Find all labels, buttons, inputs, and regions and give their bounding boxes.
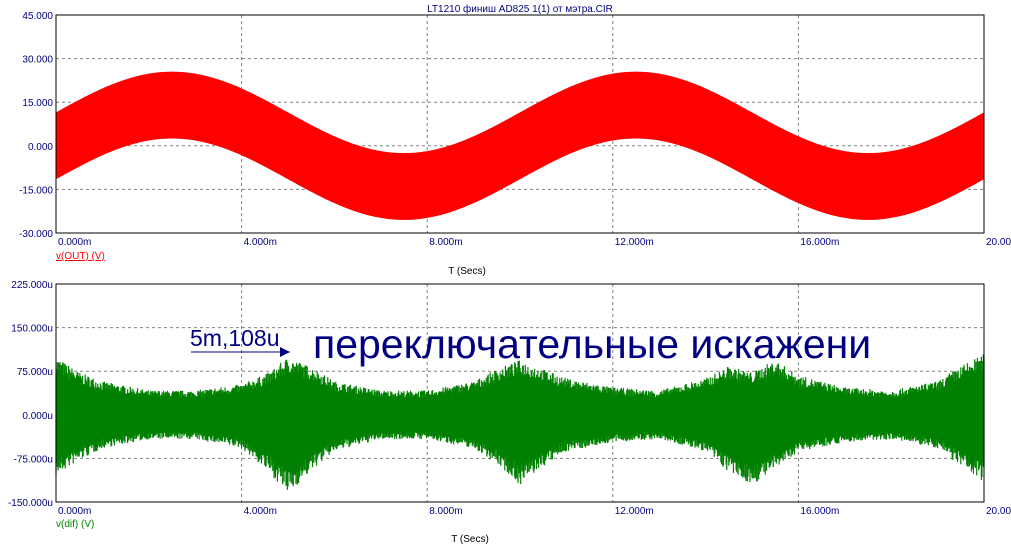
vout-trace [56, 71, 984, 220]
top-y-tick-label: 15.000 [22, 98, 53, 109]
top-y-tick-label: 0.000 [28, 142, 53, 153]
vdif-trace [55, 354, 985, 490]
top-x-tick-labels: 0.000m 4.000m 8.000m 12.000m 16.000m 20.000m [58, 237, 1011, 248]
top-y-tick-label: 45.000 [22, 11, 53, 22]
plot-title: LT1210 финиш AD825 1(1) от мэтра.CIR [427, 3, 613, 15]
bottom-y-tick-label: -75.000u [14, 454, 53, 465]
top-y-tick-labels: 45.000 30.000 15.000 0.000 -15.000 -30.000 [19, 11, 53, 240]
top-plot-frame [55, 14, 985, 234]
top-x-tick-label: 20.000m [986, 237, 1011, 248]
top-legend-label: v(OUT) (V) [56, 251, 105, 262]
bottom-y-tick-label: 0.000u [22, 411, 53, 422]
bottom-x-tick-label: 0.000m [58, 506, 91, 517]
bottom-x-tick-label: 20.000m [986, 506, 1011, 517]
cursor-readout: 5m,108u [190, 325, 280, 351]
bottom-x-tick-labels: 0.000m 4.000m 8.000m 12.000m 16.000m 20.000m [58, 506, 1011, 517]
bottom-x-tick-label: 8.000m [429, 506, 462, 517]
top-panel: 45.000 30.000 15.000 0.000 -15.000 -30.000 0.… [19, 11, 1011, 277]
bottom-x-axis-label: T (Secs) [451, 534, 489, 545]
top-x-tick-label: 8.000m [429, 237, 462, 248]
annotation-arrowhead-icon [280, 347, 290, 357]
top-x-tick-label: 16.000m [800, 237, 839, 248]
bottom-x-tick-label: 16.000m [800, 506, 839, 517]
bottom-panel: 225.000u 150.000u 75.000u 0.000u -75.000u -15… [8, 280, 1011, 545]
top-x-tick-label: 0.000m [58, 237, 91, 248]
bottom-plot-frame [55, 283, 985, 503]
bottom-y-tick-label: -150.000u [8, 498, 53, 509]
top-x-tick-label: 4.000m [244, 237, 277, 248]
distortion-annotation: переключательные искажени [313, 321, 871, 367]
bottom-x-tick-label: 12.000m [615, 506, 654, 517]
bottom-y-tick-label: 225.000u [11, 280, 53, 291]
bottom-x-tick-label: 4.000m [244, 506, 277, 517]
bottom-y-tick-label: 75.000u [17, 367, 53, 378]
top-y-tick-label: -30.000 [19, 229, 53, 240]
bottom-y-tick-label: 150.000u [11, 324, 53, 335]
top-y-tick-label: -15.000 [19, 185, 53, 196]
top-y-tick-label: 30.000 [22, 55, 53, 66]
cursor-annotation: 5m,108u [190, 325, 290, 357]
bottom-legend-label: v(dif) (V) [56, 519, 94, 530]
top-x-axis-label: T (Secs) [448, 266, 486, 277]
top-x-tick-label: 12.000m [615, 237, 654, 248]
bottom-y-tick-labels: 225.000u 150.000u 75.000u 0.000u -75.000u -15… [8, 280, 53, 509]
